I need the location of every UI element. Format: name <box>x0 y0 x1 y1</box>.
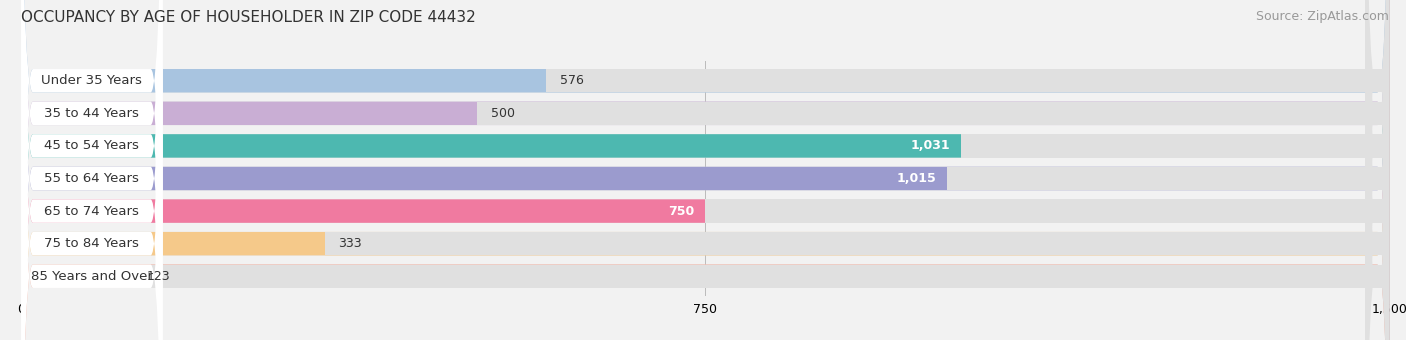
FancyBboxPatch shape <box>21 0 1389 340</box>
FancyBboxPatch shape <box>706 199 1389 223</box>
Text: 45 to 54 Years: 45 to 54 Years <box>45 139 139 152</box>
FancyBboxPatch shape <box>1365 0 1389 340</box>
Text: 1,031: 1,031 <box>911 139 950 152</box>
FancyBboxPatch shape <box>21 0 163 340</box>
FancyBboxPatch shape <box>1365 0 1389 340</box>
FancyBboxPatch shape <box>21 0 163 340</box>
FancyBboxPatch shape <box>1365 0 1389 340</box>
FancyBboxPatch shape <box>21 0 163 340</box>
FancyBboxPatch shape <box>21 0 1389 340</box>
Text: 35 to 44 Years: 35 to 44 Years <box>45 107 139 120</box>
FancyBboxPatch shape <box>21 0 1389 340</box>
Text: 333: 333 <box>339 237 363 250</box>
Text: 1,015: 1,015 <box>896 172 936 185</box>
Text: 55 to 64 Years: 55 to 64 Years <box>45 172 139 185</box>
FancyBboxPatch shape <box>21 0 163 340</box>
Text: 576: 576 <box>560 74 583 87</box>
FancyBboxPatch shape <box>21 0 1389 340</box>
FancyBboxPatch shape <box>477 102 1389 125</box>
FancyBboxPatch shape <box>21 0 163 340</box>
Text: 65 to 74 Years: 65 to 74 Years <box>45 205 139 218</box>
FancyBboxPatch shape <box>1365 0 1389 340</box>
FancyBboxPatch shape <box>962 134 1389 158</box>
FancyBboxPatch shape <box>134 265 1389 288</box>
FancyBboxPatch shape <box>21 0 1389 340</box>
Text: OCCUPANCY BY AGE OF HOUSEHOLDER IN ZIP CODE 44432: OCCUPANCY BY AGE OF HOUSEHOLDER IN ZIP C… <box>21 10 475 25</box>
FancyBboxPatch shape <box>21 0 1389 340</box>
FancyBboxPatch shape <box>21 0 1389 340</box>
FancyBboxPatch shape <box>21 0 1389 340</box>
Text: Under 35 Years: Under 35 Years <box>41 74 142 87</box>
FancyBboxPatch shape <box>547 69 1389 92</box>
FancyBboxPatch shape <box>21 0 1389 340</box>
FancyBboxPatch shape <box>21 0 163 340</box>
FancyBboxPatch shape <box>21 0 1389 340</box>
FancyBboxPatch shape <box>21 0 1389 340</box>
Text: 75 to 84 Years: 75 to 84 Years <box>45 237 139 250</box>
Text: 123: 123 <box>148 270 170 283</box>
FancyBboxPatch shape <box>21 0 1389 340</box>
Text: Source: ZipAtlas.com: Source: ZipAtlas.com <box>1256 10 1389 23</box>
FancyBboxPatch shape <box>21 0 1389 340</box>
Text: 750: 750 <box>668 205 695 218</box>
FancyBboxPatch shape <box>21 0 1389 340</box>
FancyBboxPatch shape <box>1365 0 1389 340</box>
FancyBboxPatch shape <box>325 232 1389 255</box>
Text: 500: 500 <box>491 107 515 120</box>
FancyBboxPatch shape <box>946 167 1389 190</box>
FancyBboxPatch shape <box>1365 0 1389 340</box>
FancyBboxPatch shape <box>1365 0 1389 340</box>
FancyBboxPatch shape <box>21 0 163 340</box>
Text: 85 Years and Over: 85 Years and Over <box>31 270 153 283</box>
